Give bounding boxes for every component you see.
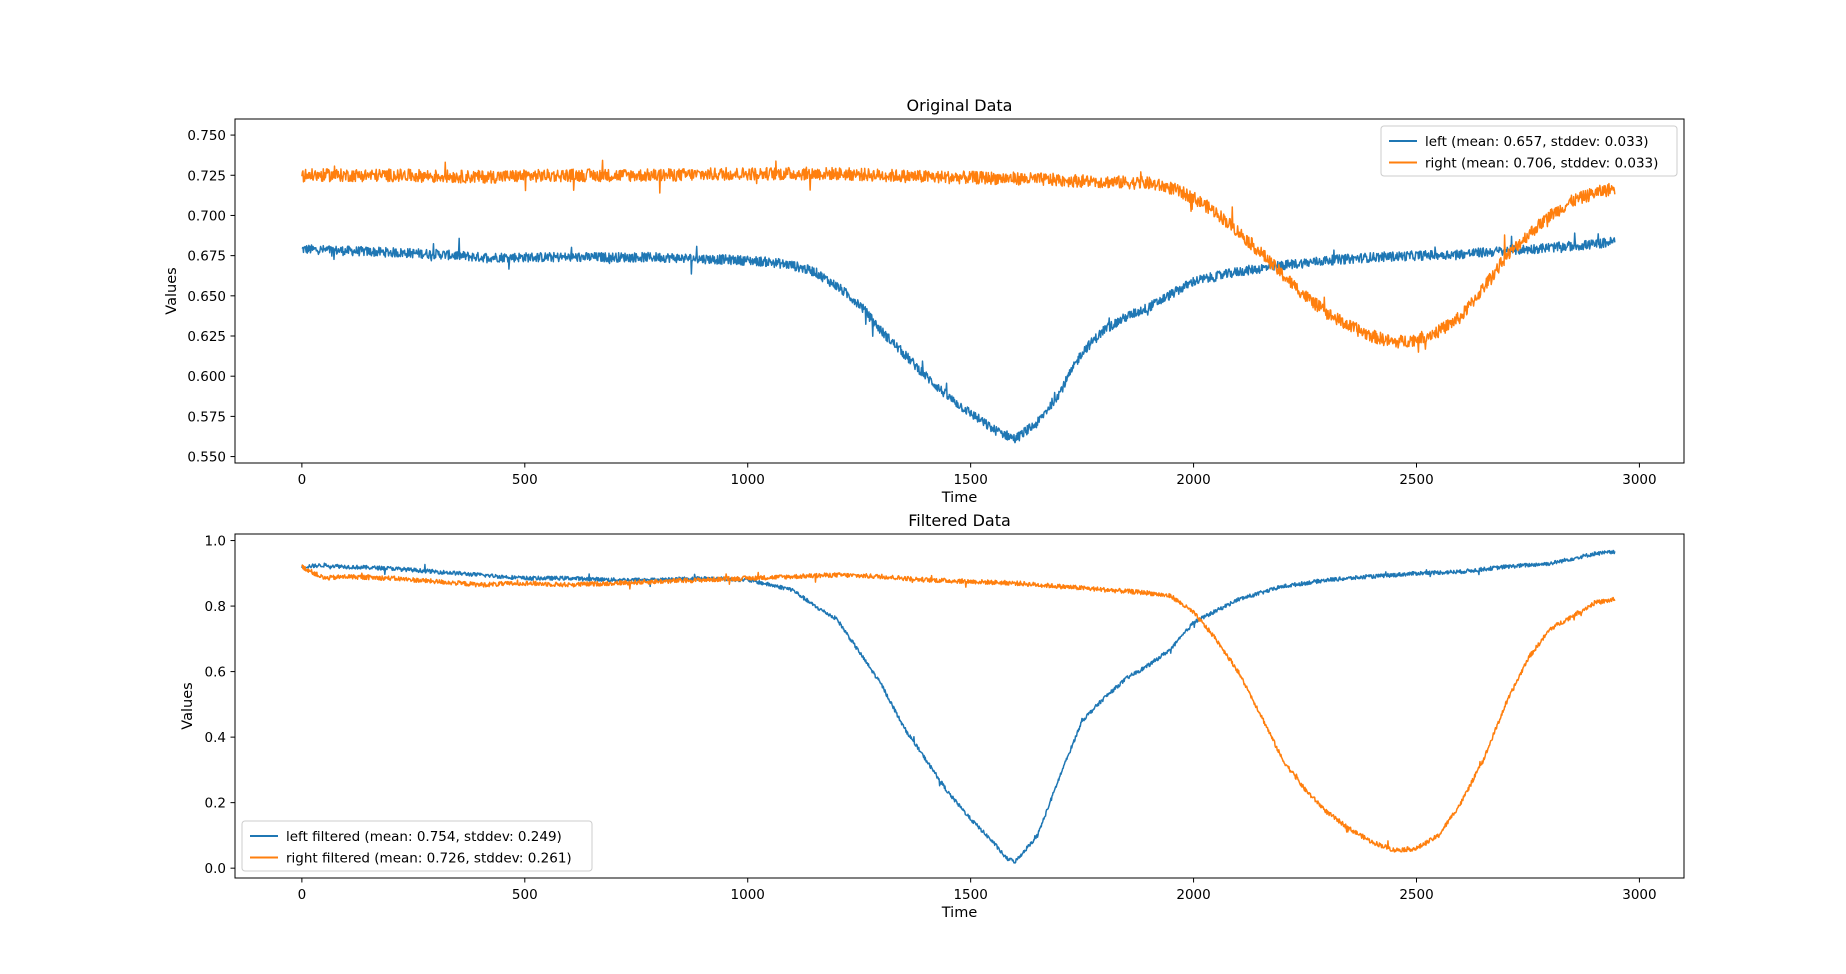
y-tick-label: 1.0	[205, 534, 226, 550]
y-tick-label: 0.6	[205, 665, 226, 681]
x-axis-label: Time	[941, 905, 978, 921]
x-tick-label: 500	[512, 472, 538, 488]
x-tick-label: 2500	[1399, 887, 1433, 903]
legend: left (mean: 0.657, stddev: 0.033) right (…	[1380, 125, 1678, 177]
x-tick-label: 2500	[1399, 472, 1433, 488]
plot-frame	[234, 533, 1685, 879]
original-data-panel: 0 500 1000 1500 2000 2500 3000 0.550 0.575 0.600 0…	[164, 96, 1685, 506]
series-line-left	[301, 549, 1616, 864]
legend-label-left: left filtered (mean: 0.754, stddev: 0.24…	[286, 829, 562, 845]
x-tick-label: 1500	[953, 472, 987, 488]
y-tick-label: 0.625	[187, 329, 226, 345]
x-tick-label: 500	[512, 887, 538, 903]
y-tick-label: 0.8	[205, 599, 226, 615]
x-tick-label: 1000	[731, 887, 765, 903]
y-tick-label: 0.600	[187, 369, 226, 385]
y-tick-label: 0.650	[187, 289, 226, 305]
legend-label-right: right filtered (mean: 0.726, stddev: 0.2…	[286, 851, 572, 867]
x-axis-label: Time	[941, 490, 978, 506]
y-tick-label: 0.550	[187, 450, 226, 466]
series-line-right	[301, 159, 1616, 353]
chart-title: Original Data	[907, 96, 1013, 115]
y-tick-label: 0.750	[187, 128, 226, 144]
legend-label-right: right (mean: 0.706, stddev: 0.033)	[1425, 156, 1658, 172]
y-tick-label: 0.725	[187, 168, 226, 184]
x-tick-label: 1500	[953, 887, 987, 903]
legend: left filtered (mean: 0.754, stddev: 0.24…	[241, 820, 593, 872]
series-line-right	[301, 564, 1616, 853]
series-line-left	[301, 232, 1616, 444]
legend-label-left: left (mean: 0.657, stddev: 0.033)	[1425, 134, 1649, 150]
y-tick-label: 0.675	[187, 249, 226, 265]
x-tick-label: 1000	[731, 472, 765, 488]
y-tick-label: 0.2	[205, 796, 226, 812]
x-tick-label: 2000	[1176, 887, 1210, 903]
legend-box	[1380, 125, 1678, 177]
x-tick-label: 0	[298, 472, 307, 488]
x-tick-label: 3000	[1622, 887, 1656, 903]
filtered-data-panel: 0 500 1000 1500 2000 2500 3000 0.0 0.2 0.4 0.6 0.8 1…	[180, 511, 1685, 921]
y-tick-label: 0.4	[205, 730, 226, 746]
x-tick-label: 0	[298, 887, 307, 903]
series-lines	[301, 549, 1616, 864]
legend-box	[241, 820, 593, 872]
y-tick-label: 0.0	[205, 861, 226, 877]
chart-title: Filtered Data	[908, 511, 1011, 530]
x-tick-label: 2000	[1176, 472, 1210, 488]
x-tick-label: 3000	[1622, 472, 1656, 488]
plot-frame	[234, 118, 1685, 464]
y-tick-label: 0.700	[187, 208, 226, 224]
y-axis-label: Values	[180, 682, 196, 729]
y-axis-label: Values	[164, 267, 180, 314]
y-tick-label: 0.575	[187, 409, 226, 425]
series-lines	[301, 159, 1616, 444]
